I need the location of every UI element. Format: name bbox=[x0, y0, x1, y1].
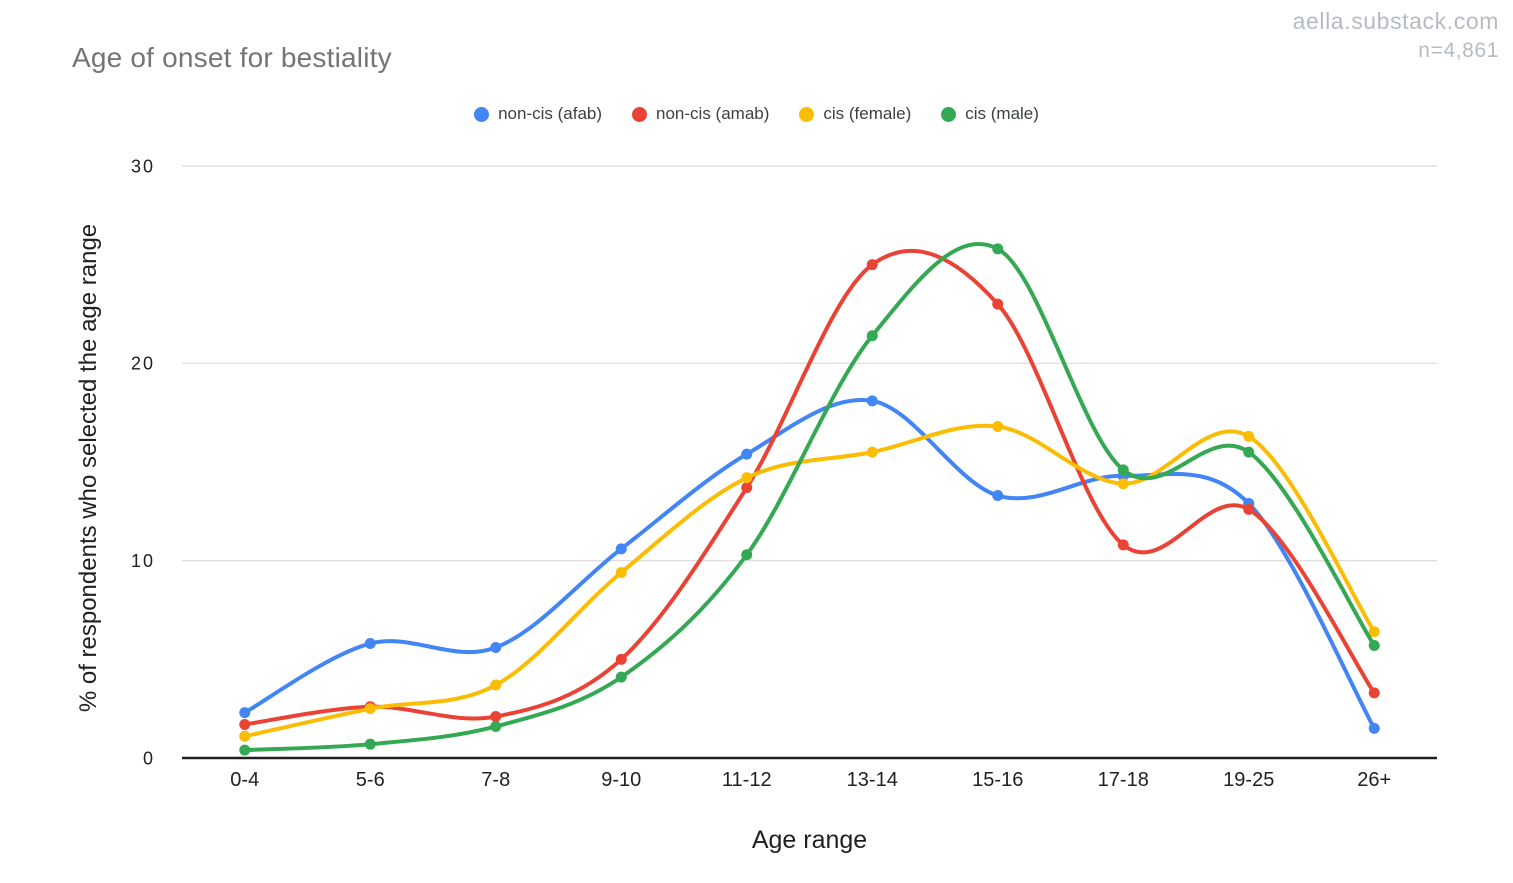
x-tick-label: 0-4 bbox=[230, 769, 259, 791]
data-point bbox=[364, 703, 376, 715]
series-line-non-cis-afab- bbox=[242, 397, 1377, 731]
x-tick-label: 15-16 bbox=[972, 769, 1023, 791]
data-point bbox=[1117, 464, 1129, 476]
data-point bbox=[239, 718, 251, 730]
data-point bbox=[239, 730, 251, 742]
y-tick-label: 0 bbox=[143, 748, 155, 768]
series-line-non-cis-amab- bbox=[242, 248, 1377, 727]
data-point bbox=[239, 707, 251, 719]
data-point bbox=[490, 641, 502, 653]
legend-item-non-cis-afab-: non-cis (afab) bbox=[474, 104, 602, 124]
data-point bbox=[1243, 430, 1255, 442]
x-axis-title: Age range bbox=[751, 826, 868, 854]
data-point bbox=[866, 330, 878, 342]
x-tick-label: 7-8 bbox=[481, 769, 510, 791]
series-line-cis-female- bbox=[242, 423, 1377, 739]
data-point bbox=[490, 679, 502, 691]
data-point bbox=[1368, 640, 1380, 652]
data-point bbox=[1243, 446, 1255, 458]
data-point bbox=[615, 653, 627, 665]
series-line-cis-male- bbox=[242, 241, 1377, 753]
legend-label: non-cis (amab) bbox=[656, 104, 770, 123]
watermark-site: aella.substack.com bbox=[1292, 8, 1499, 34]
x-tick-label: 26+ bbox=[1357, 769, 1391, 791]
x-tick-label: 17-18 bbox=[1098, 769, 1149, 791]
data-point bbox=[992, 490, 1004, 502]
data-point bbox=[992, 420, 1004, 432]
data-point bbox=[1368, 687, 1380, 699]
data-point bbox=[741, 482, 753, 494]
data-point bbox=[364, 738, 376, 750]
legend-item-cis-female-: cis (female) bbox=[799, 104, 911, 124]
data-point bbox=[239, 744, 251, 756]
legend-swatch-icon bbox=[632, 106, 648, 122]
data-point bbox=[615, 671, 627, 683]
legend-label: non-cis (afab) bbox=[498, 104, 603, 123]
y-axis-title: % of respondents who selected the age ra… bbox=[75, 223, 102, 713]
legend-item-cis-male-: cis (male) bbox=[941, 104, 1039, 124]
data-point bbox=[364, 638, 376, 650]
y-tick-label: 20 bbox=[131, 354, 155, 374]
data-point bbox=[741, 472, 753, 484]
x-tick-label: 5-6 bbox=[356, 769, 385, 791]
data-point bbox=[1117, 478, 1129, 490]
legend-swatch-icon bbox=[941, 106, 957, 122]
data-point bbox=[992, 298, 1004, 310]
legend-swatch-icon bbox=[474, 106, 490, 122]
data-point bbox=[490, 720, 502, 732]
watermark: aella.substack.com n=4,861 bbox=[1293, 6, 1499, 66]
data-point bbox=[1243, 503, 1255, 515]
data-point bbox=[741, 549, 753, 561]
legend-item-non-cis-amab-: non-cis (amab) bbox=[632, 104, 769, 124]
watermark-sample-size: n=4,861 bbox=[1418, 39, 1499, 62]
legend-swatch-icon bbox=[799, 106, 815, 122]
data-point bbox=[741, 448, 753, 460]
x-tick-label: 13-14 bbox=[847, 769, 898, 791]
data-point bbox=[866, 446, 878, 458]
x-tick-label: 9-10 bbox=[601, 769, 641, 791]
y-tick-label: 30 bbox=[131, 156, 155, 176]
data-point bbox=[490, 711, 502, 723]
data-point bbox=[866, 395, 878, 407]
chart-title: Age of onset for bestiality bbox=[72, 42, 392, 73]
y-tick-label: 10 bbox=[131, 551, 155, 571]
data-point bbox=[615, 567, 627, 579]
data-point bbox=[992, 243, 1004, 255]
legend: non-cis (afab) non-cis (amab) cis (female)… bbox=[0, 104, 1513, 124]
data-point bbox=[1117, 539, 1129, 551]
x-tick-label: 19-25 bbox=[1223, 769, 1274, 791]
legend-label: cis (male) bbox=[965, 104, 1039, 123]
data-point bbox=[1368, 722, 1380, 734]
legend-label: cis (female) bbox=[823, 104, 912, 123]
x-tick-label: 11-12 bbox=[722, 769, 772, 791]
data-point bbox=[1368, 626, 1380, 638]
data-point bbox=[615, 543, 627, 555]
data-point bbox=[866, 259, 878, 271]
